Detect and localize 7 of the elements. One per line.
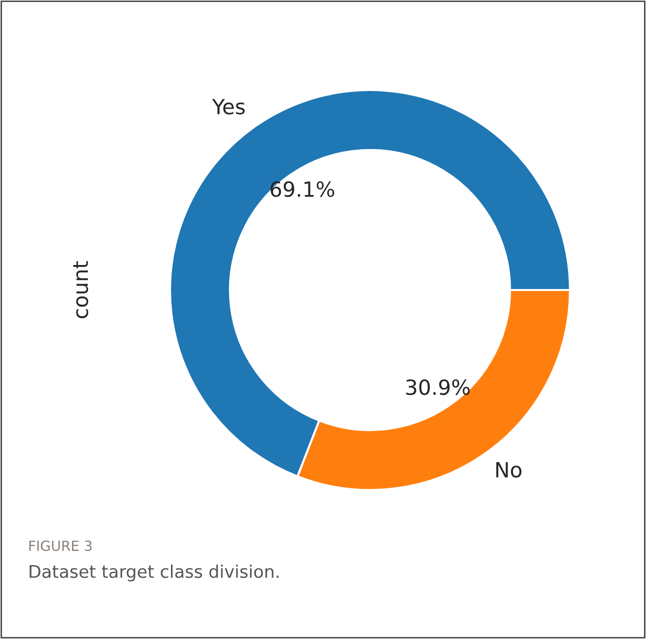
slice-label: No: [496, 462, 522, 478]
text: count: [73, 261, 88, 318]
caption: FIGURE 3: [29, 540, 92, 552]
slice-label: Yes: [212, 98, 245, 114]
data-label: 69.1%: [270, 181, 334, 198]
data-label: 30.9%: [406, 379, 470, 396]
text: Dataset target class division.: [30, 564, 279, 582]
